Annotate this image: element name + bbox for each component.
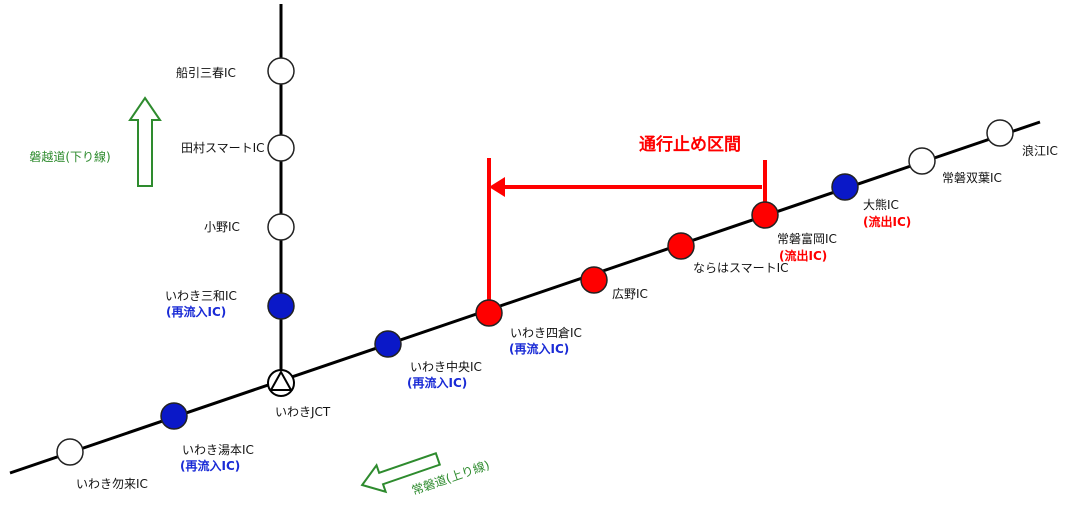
ic-label-naraha-smart: ならはスマートIC (693, 261, 789, 275)
up-arrow-icon (128, 96, 162, 187)
ic-label-iwaki-yotsukura: いわき四倉IC (510, 325, 582, 340)
interchange-node-tamura-smart (267, 134, 295, 162)
ic-label-ono: 小野IC (204, 220, 240, 234)
ic-note-okuma: (流出IC) (863, 214, 911, 229)
ic-label-tamura-smart: 田村スマートIC (181, 141, 265, 155)
interchange-node-okuma (831, 173, 859, 201)
ic-note-joban-tomioka: (流出IC) (779, 248, 827, 263)
interchange-node-ono (267, 213, 295, 241)
interchange-node-naraha-smart (667, 232, 695, 260)
ic-label-hirono: 広野IC (612, 287, 648, 301)
ic-label-namie: 浪江IC (1022, 143, 1058, 158)
closure-section-title: 通行止め区間 (639, 134, 741, 155)
ic-note-iwaki-yumoto: (再流入IC) (180, 458, 240, 473)
ic-note-iwaki-yotsukura: (再流入IC) (509, 341, 569, 356)
closure-arrowhead-icon (489, 177, 505, 197)
interchange-node-iwaki-miwa (267, 292, 295, 320)
ic-label-iwaki-yumoto: いわき湯本IC (182, 443, 254, 457)
interchange-node-iwaki-yumoto (160, 402, 188, 430)
ic-label-iwaki-nakoso: いわき勿来IC (76, 477, 148, 491)
interchange-node-iwaki-nakoso (56, 438, 84, 466)
ic-label-iwaki-chuo: いわき中央IC (410, 359, 482, 374)
ic-label-iwaki-jct: いわきJCT (275, 405, 331, 419)
interchange-node-hirono (580, 266, 608, 294)
ic-label-okuma: 大熊IC (863, 197, 899, 212)
ic-label-joban-futaba: 常磐双葉IC (942, 171, 1002, 185)
interchange-node-joban-tomioka (751, 201, 779, 229)
interchange-labels: 船引三春IC 田村スマートIC 小野IC いわき三和IC (再流入IC) いわき… (76, 66, 1058, 491)
interchange-nodes (56, 57, 1014, 466)
ic-label-iwaki-miwa: いわき三和IC (165, 289, 237, 303)
ic-label-funehiki-miharu: 船引三春IC (176, 66, 236, 80)
banetsu-direction-label: 磐越道(下り線) (29, 149, 110, 164)
circle-with-triangle-icon (269, 369, 293, 391)
left-arrow-icon (360, 452, 442, 494)
interchange-node-iwaki-yotsukura (475, 299, 503, 327)
ic-note-iwaki-miwa: (再流入IC) (166, 304, 226, 319)
interchange-node-iwaki-chuo (374, 330, 402, 358)
interchange-node-joban-futaba (908, 147, 936, 175)
interchange-node-funehiki-miharu (267, 57, 295, 85)
ic-note-iwaki-chuo: (再流入IC) (407, 375, 467, 390)
interchange-node-namie (986, 119, 1014, 147)
ic-label-joban-tomioka: 常磐富岡IC (777, 231, 837, 246)
